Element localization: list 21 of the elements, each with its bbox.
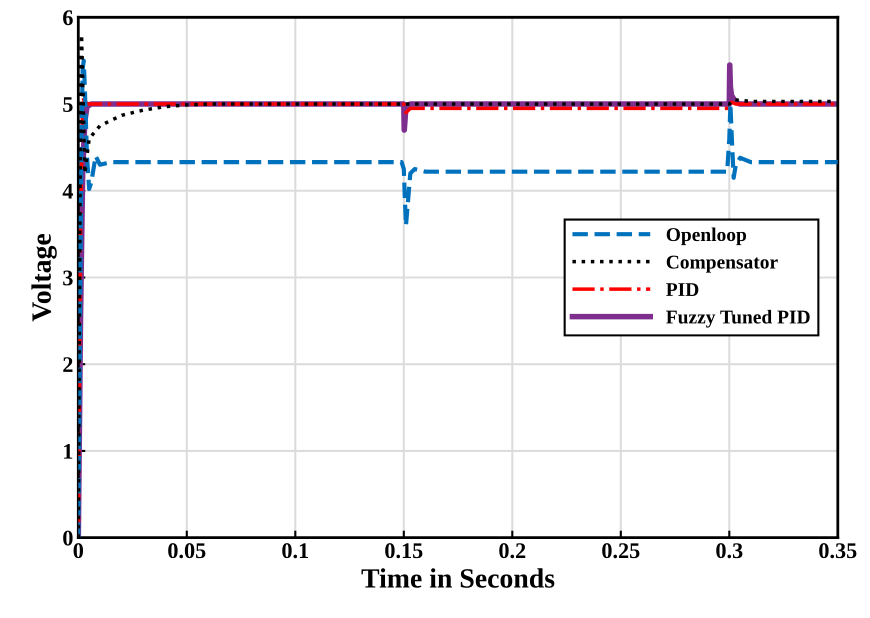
x-tick-label: 0.25 [602, 543, 640, 558]
x-tick-label: 0.3 [716, 543, 742, 558]
legend-label: Compensator [666, 256, 778, 273]
y-tick-label: 0 [63, 530, 73, 546]
x-tick-label: 0.2 [499, 543, 526, 558]
y-tick-label: 5 [63, 97, 73, 112]
y-tick-label: 2 [63, 357, 72, 372]
legend-label: PID [666, 283, 698, 296]
x-tick-label: 0.15 [385, 543, 422, 558]
x-tick-label: 0.1 [282, 543, 308, 558]
x-tick-label: 0.05 [168, 543, 206, 558]
legend-label: Fuzzy Tuned PID [666, 310, 810, 328]
x-tick-label: 0.35 [819, 543, 856, 558]
x-tick-label: 0 [74, 543, 84, 558]
legend-label: Openloop [666, 227, 746, 246]
y-tick-label: 3 [63, 270, 73, 286]
y-tick-label: 1 [64, 444, 72, 459]
y-tick-label: 4 [62, 184, 74, 198]
x-axis-title: Time in Seconds [361, 568, 554, 588]
y-tick-label: 6 [63, 10, 73, 26]
y-axis-title: Voltage [31, 234, 57, 322]
